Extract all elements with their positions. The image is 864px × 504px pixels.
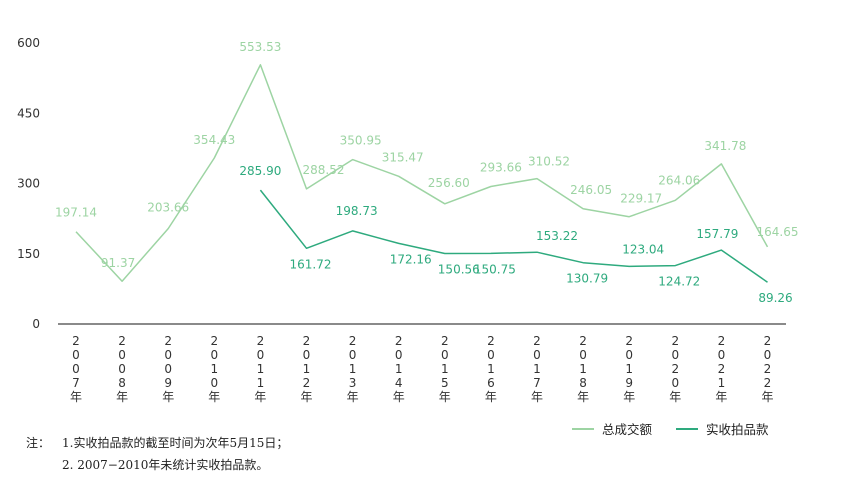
legend-label-received: 实收拍品款 xyxy=(706,422,769,437)
data-label: 89.26 xyxy=(758,291,792,305)
data-label: 157.79 xyxy=(696,227,738,241)
data-label: 91.37 xyxy=(101,256,135,270)
series-layer xyxy=(75,64,769,283)
data-label: 310.52 xyxy=(528,155,570,169)
data-label: 293.66 xyxy=(480,160,522,174)
data-label: 553.53 xyxy=(239,40,281,54)
note-row-2: 2. 2007−2010年未统计实收拍品款。 xyxy=(26,454,288,476)
legend-swatch-received xyxy=(676,427,699,430)
data-label: 341.78 xyxy=(704,139,746,153)
data-label: 203.66 xyxy=(147,201,189,215)
footnotes: 注： 1.实收拍品款的截至时间为次年5月15日； 2. 2007−2010年未统… xyxy=(26,432,288,476)
data-labels: 197.14 91.37 203.66 354.43 553.53 288.52 350.9… xyxy=(55,40,799,305)
data-label: 198.73 xyxy=(336,204,378,218)
data-label: 164.65 xyxy=(757,225,799,239)
data-label: 288.52 xyxy=(303,163,345,177)
data-label: 130.79 xyxy=(566,272,608,286)
note-line-2: 2. 2007−2010年未统计实收拍品款。 xyxy=(62,458,269,472)
data-label: 354.43 xyxy=(193,133,235,147)
y-tick-label: 450 xyxy=(17,106,40,120)
data-label: 172.16 xyxy=(390,252,432,266)
series-line-1 xyxy=(259,189,768,283)
y-tick-label: 300 xyxy=(17,177,40,191)
data-label: 350.95 xyxy=(340,134,382,148)
y-tick-label: 600 xyxy=(17,36,40,50)
data-label: 256.60 xyxy=(428,176,470,190)
data-label: 150.75 xyxy=(474,262,516,276)
legend-item-received: 实收拍品款 xyxy=(676,419,769,438)
note-indent xyxy=(26,454,62,476)
legend: 总成交额 实收拍品款 xyxy=(572,419,769,438)
series-line-0 xyxy=(75,64,769,282)
data-label: 264.06 xyxy=(658,173,700,187)
data-label: 123.04 xyxy=(622,242,664,256)
data-label: 246.05 xyxy=(570,183,612,197)
note-row-1: 注： 1.实收拍品款的截至时间为次年5月15日； xyxy=(26,432,288,454)
note-prefix: 注： xyxy=(26,436,51,450)
data-label: 315.47 xyxy=(382,150,424,164)
data-label: 197.14 xyxy=(55,206,97,220)
note-line-1: 1.实收拍品款的截至时间为次年5月15日； xyxy=(62,436,289,450)
data-label: 150.56 xyxy=(438,262,480,276)
data-label: 161.72 xyxy=(290,257,332,271)
data-label: 153.22 xyxy=(536,229,578,243)
y-tick-label: 150 xyxy=(17,247,40,261)
legend-item-total: 总成交额 xyxy=(572,419,652,438)
data-label: 124.72 xyxy=(658,275,700,289)
legend-swatch-total xyxy=(572,427,594,430)
legend-label-total: 总成交额 xyxy=(602,422,653,437)
data-label: 229.17 xyxy=(620,192,662,206)
y-axis: 0 150 300 450 600 xyxy=(17,36,40,331)
x-axis: 2 0 0 7 年 2 0 0 8 年 2 0 0 9 年 2 0 1 0 年 2 0 1 1 年 2 0 1 2 年 2 0 1 3 年 2 0 1 4 年… xyxy=(70,334,774,404)
data-label: 285.90 xyxy=(239,164,281,178)
y-tick-label: 0 xyxy=(32,317,40,331)
